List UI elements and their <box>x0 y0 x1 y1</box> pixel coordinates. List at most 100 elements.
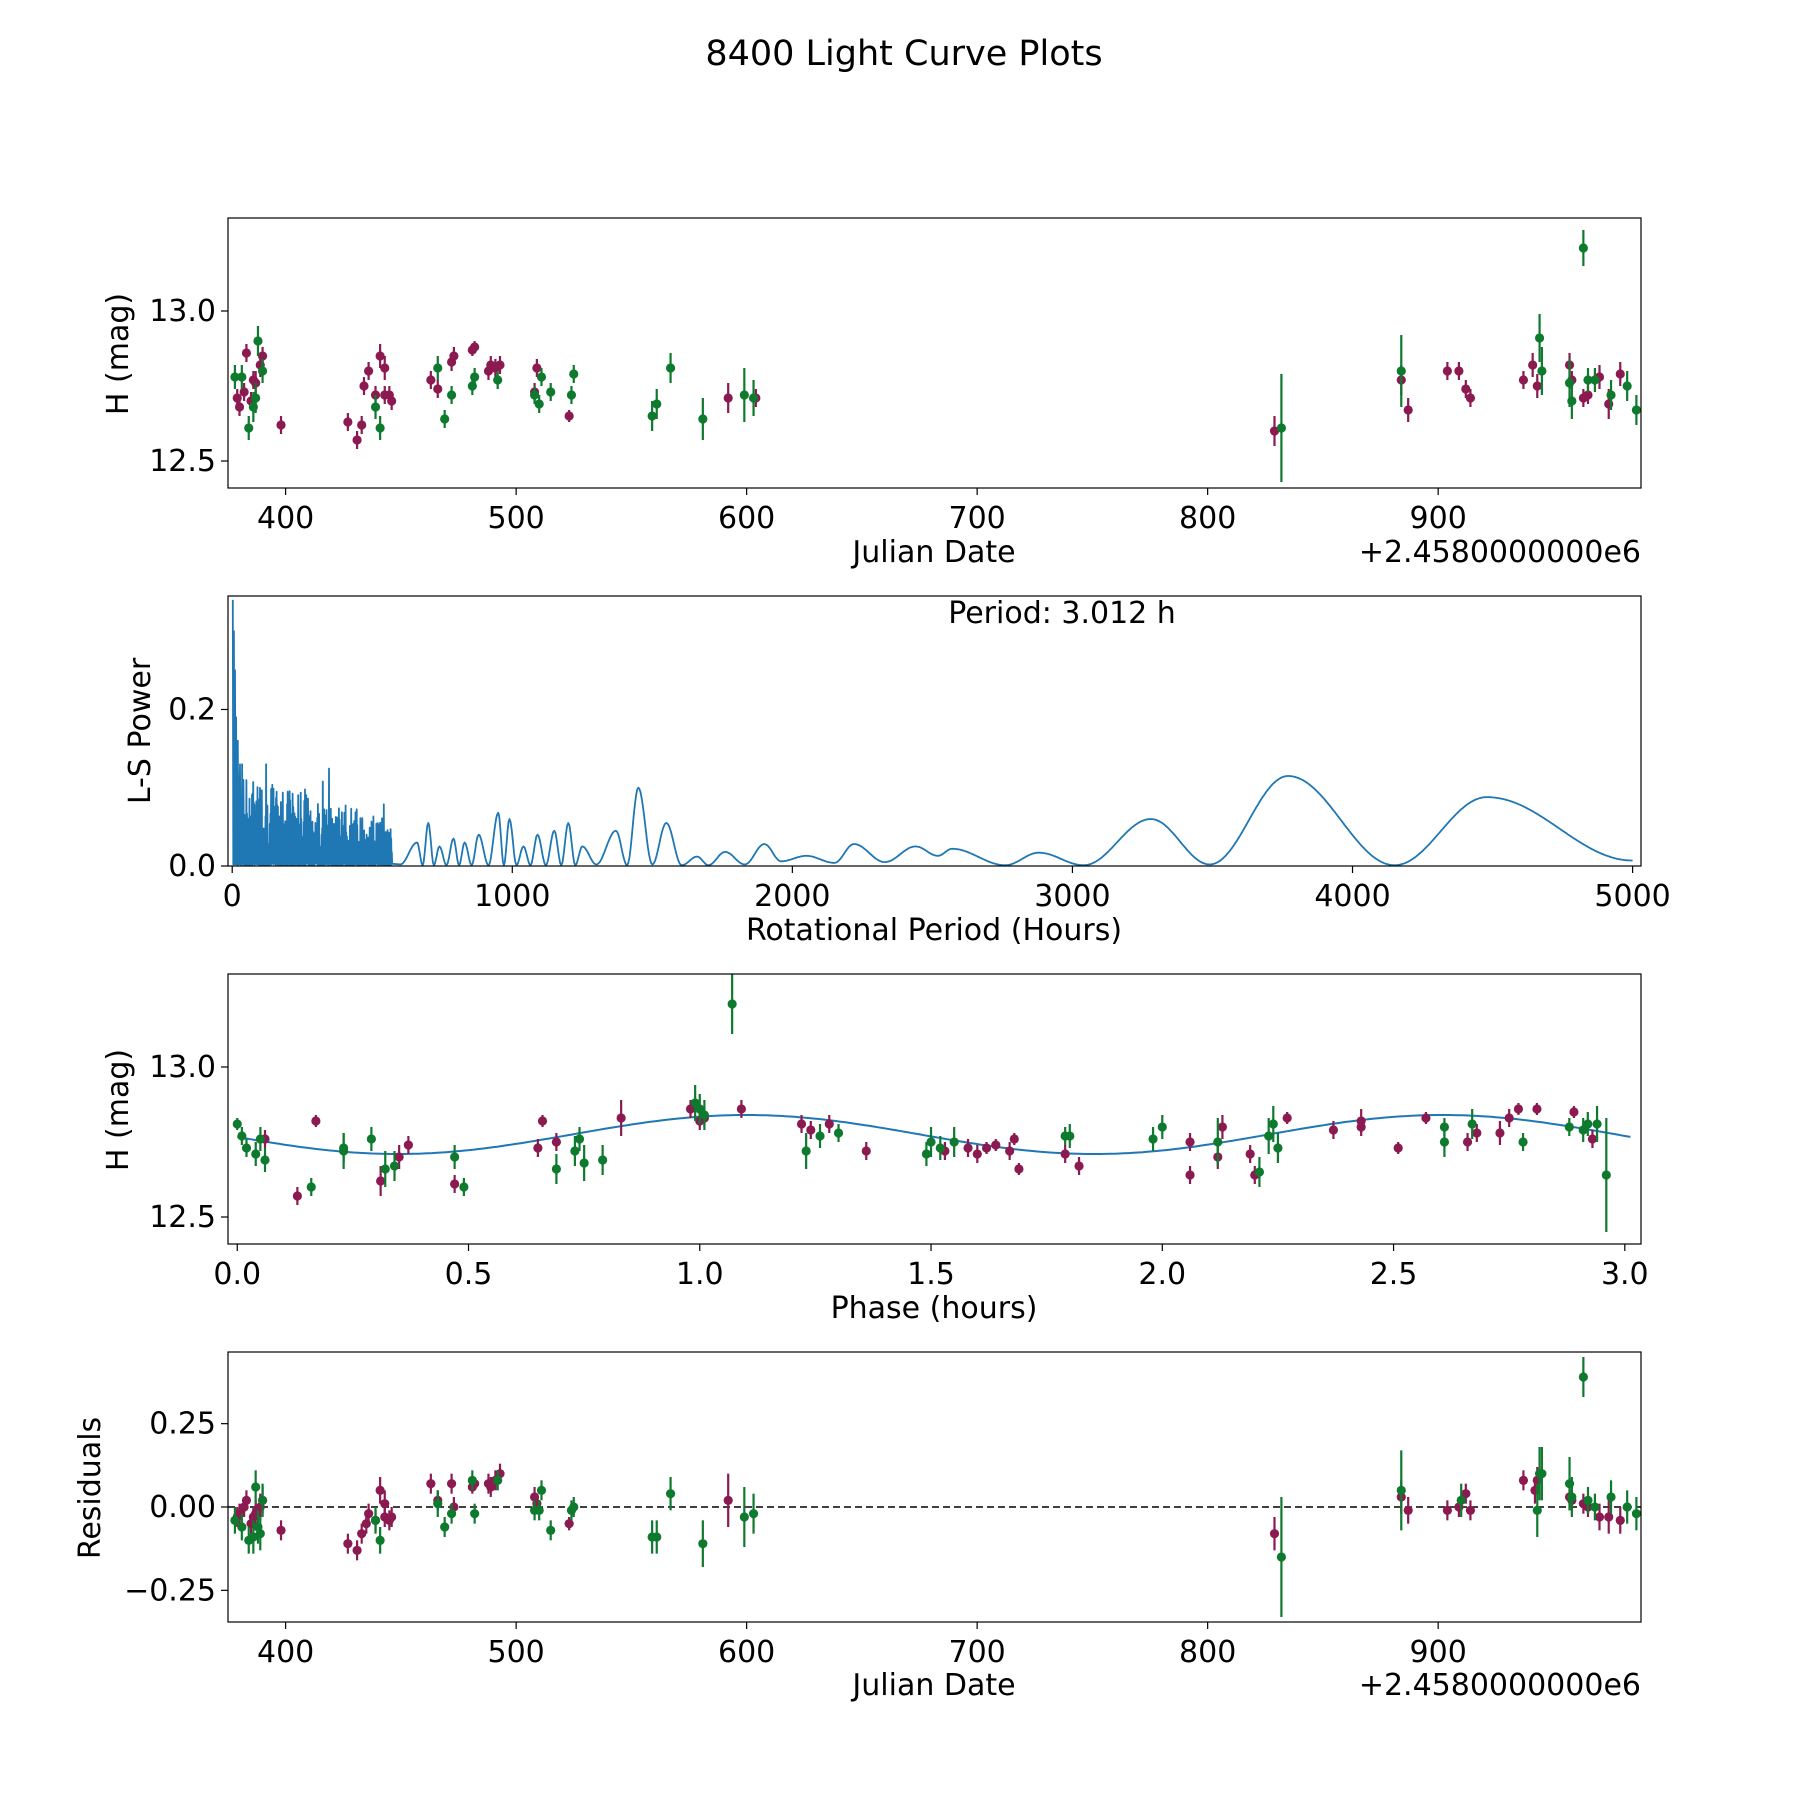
lightcurve-point-green <box>698 414 708 424</box>
lightcurve-plot-area <box>230 230 1641 482</box>
phased-point-red <box>1217 1122 1228 1132</box>
lightcurve-offset-label: +2.4580000000e6 <box>1359 535 1641 570</box>
phased-xtick-label: 0.0 <box>213 1257 261 1292</box>
residuals-point-red <box>276 1525 286 1535</box>
phased-point-red <box>403 1140 413 1150</box>
phased-point-green <box>1268 1119 1278 1129</box>
phased-point-green <box>260 1155 270 1165</box>
residuals-offset-label: +2.4580000000e6 <box>1359 1668 1641 1703</box>
phased-point-green <box>366 1134 376 1144</box>
residuals-point-green <box>370 1515 381 1525</box>
residuals-point-green <box>467 1475 477 1485</box>
lightcurve-point-red <box>1442 366 1452 376</box>
phased-point-red <box>861 1146 871 1156</box>
lightcurve-point-green <box>433 363 443 373</box>
lightcurve-point-green <box>244 423 254 433</box>
residuals-point-green <box>1578 1372 1588 1382</box>
lightcurve-point-green <box>1534 333 1545 343</box>
residuals-point-red <box>380 1499 390 1509</box>
periodogram-ytick-label: 0.0 <box>168 849 216 884</box>
phased-point-red <box>376 1176 386 1186</box>
phased-point-red <box>1495 1128 1505 1138</box>
lightcurve-point-red <box>239 387 249 397</box>
phased-point-green <box>1583 1119 1593 1129</box>
phased-point-green <box>598 1155 608 1165</box>
phased-point-red <box>311 1116 321 1126</box>
lightcurve-point-green <box>257 366 268 376</box>
lightcurve-point-green <box>1276 423 1287 433</box>
lightcurve-point-green <box>440 414 450 424</box>
residuals-point-green <box>1622 1502 1632 1512</box>
residuals-point-red <box>1403 1505 1413 1515</box>
phased-point-red <box>537 1116 548 1126</box>
lightcurve-xtick-label: 400 <box>257 501 314 536</box>
phased-point-red <box>551 1137 561 1147</box>
residuals-point-green <box>698 1539 708 1549</box>
phased-point-green <box>926 1137 936 1147</box>
lightcurve-point-green <box>251 393 261 403</box>
lightcurve-point-red <box>1615 369 1625 379</box>
residuals-point-green <box>652 1532 662 1542</box>
phased-point-red <box>1282 1113 1292 1123</box>
residuals-point-green <box>251 1482 261 1492</box>
phased-point-green <box>232 1119 242 1129</box>
lightcurve-point-red <box>495 360 505 370</box>
lightcurve-point-green <box>748 393 759 403</box>
phased-point-green <box>551 1164 561 1174</box>
residuals-xtick-label: 800 <box>1179 1635 1236 1670</box>
phased-point-green <box>1439 1122 1450 1132</box>
residuals-point-green <box>739 1512 749 1522</box>
residuals-point-red <box>564 1519 574 1529</box>
residuals-ytick-label: 0.00 <box>149 1490 216 1525</box>
residuals-point-red <box>723 1495 733 1505</box>
lightcurve-point-green <box>1590 375 1600 385</box>
residuals-point-green <box>748 1509 759 1519</box>
phased-point-red <box>1009 1134 1019 1144</box>
phased-point-green <box>921 1149 932 1159</box>
phased-point-red <box>1185 1170 1195 1180</box>
residuals-point-red <box>343 1539 353 1549</box>
phased-xtick-label: 1.0 <box>676 1257 724 1292</box>
phased-point-red <box>796 1119 807 1129</box>
lightcurve-point-red <box>380 363 390 373</box>
lightcurve-point-green <box>665 363 676 373</box>
periodogram-ytick-label: 0.2 <box>168 692 216 727</box>
lightcurve-point-green <box>1578 243 1588 253</box>
residuals-ylabel: Residuals <box>73 1417 108 1559</box>
periodogram-xtick-label: 1000 <box>474 879 550 914</box>
residuals-point-green <box>446 1509 457 1519</box>
lightcurve-point-red <box>357 420 367 430</box>
residuals-point-green <box>665 1489 676 1499</box>
residuals-point-red <box>486 1482 496 1492</box>
phased-point-red <box>1569 1107 1579 1117</box>
phased-point-green <box>579 1158 589 1168</box>
residuals-xtick-label: 400 <box>257 1635 314 1670</box>
residuals-frame <box>227 1351 1642 1623</box>
residuals-point-green <box>1583 1495 1593 1505</box>
phased-point-green <box>1564 1122 1574 1132</box>
phased-point-green <box>1601 1170 1611 1180</box>
phased-point-green <box>450 1152 460 1162</box>
lightcurve-point-green <box>529 390 540 400</box>
residuals-point-green <box>534 1505 544 1515</box>
lightcurve-point-green <box>1631 405 1641 415</box>
phased-xlabel: Phase (hours) <box>831 1291 1038 1326</box>
periodogram-panel: L-S Power Rotational Period (Hours) Peri… <box>123 595 1671 948</box>
lightcurve-point-green <box>370 402 381 412</box>
phased-point-green <box>380 1164 390 1174</box>
lightcurve-point-red <box>276 420 286 430</box>
phased-point-green <box>1213 1137 1223 1147</box>
residuals-point-green <box>1276 1552 1287 1562</box>
phased-point-green <box>1157 1122 1167 1132</box>
periodogram-xtick-label: 0 <box>223 879 242 914</box>
lightcurve-point-red <box>364 366 374 376</box>
lightcurve-point-green <box>237 372 247 382</box>
phased-xtick-label: 2.0 <box>1138 1257 1186 1292</box>
lightcurve-point-red <box>449 351 459 361</box>
phased-point-red <box>1532 1104 1542 1114</box>
lightcurve-point-green <box>647 411 657 421</box>
residuals-ytick-label: 0.25 <box>149 1407 216 1442</box>
phased-point-green <box>801 1146 811 1156</box>
lightcurve-point-green <box>375 423 385 433</box>
phased-point-red <box>972 1149 982 1159</box>
